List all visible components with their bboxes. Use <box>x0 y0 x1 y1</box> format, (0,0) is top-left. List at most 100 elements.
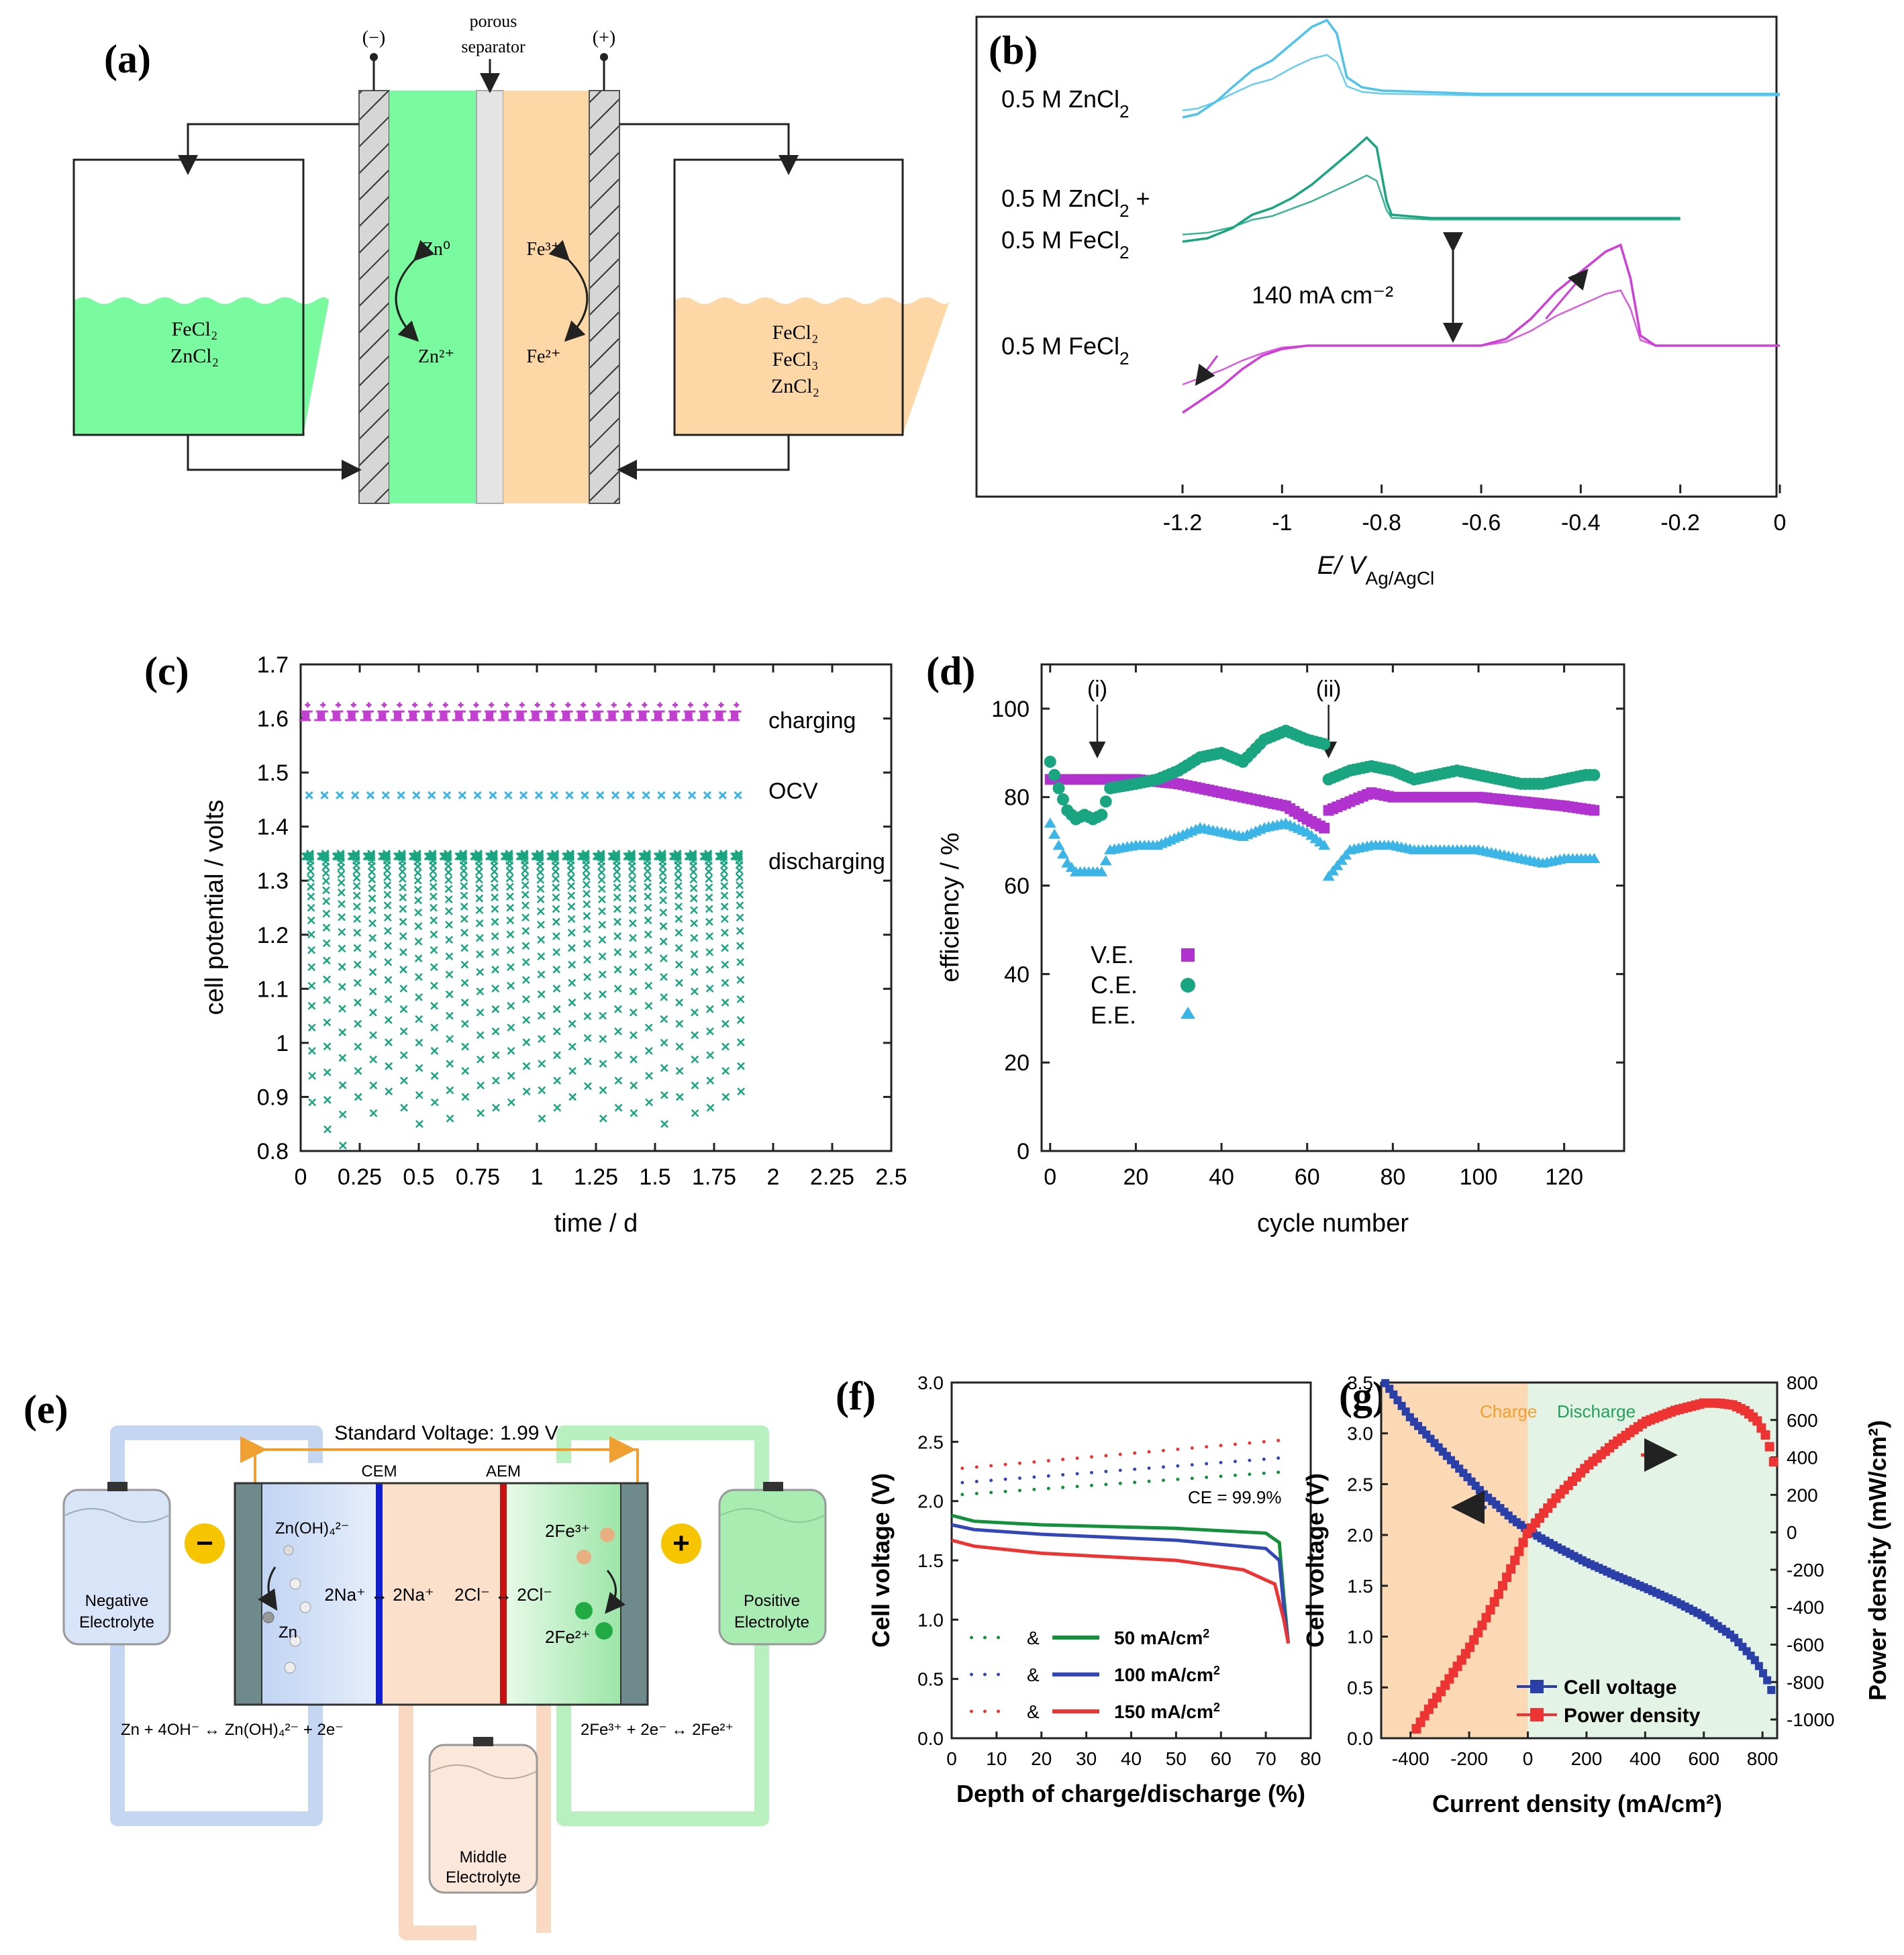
middle-chamber <box>379 1483 503 1705</box>
g-ytick-left-label-5: 2.5 <box>1347 1474 1373 1495</box>
f-ylabel: Cell voltage (V) <box>867 1473 895 1648</box>
g-xtick-label-6: 800 <box>1747 1748 1778 1769</box>
c-xtick-label-3: 0.75 <box>456 1164 500 1190</box>
c-ytick-label-9: 1.7 <box>257 652 289 678</box>
g-charge-region <box>1381 1383 1528 1738</box>
b-xtick-label-0: -1.2 <box>1163 510 1203 536</box>
panel-g-label: (g) <box>1339 1374 1386 1418</box>
aem-label: AEM <box>486 1462 521 1481</box>
b-annotation: 140 mA cm⁻² <box>1252 281 1393 309</box>
g-ytick-right-label-3: -400 <box>1787 1597 1824 1618</box>
pos-tank-label-2: Electrolyte <box>734 1613 809 1632</box>
c-annotation-charging: charging <box>768 708 856 734</box>
c-ylabel: cell potential / volts <box>201 799 229 1015</box>
g-xtick-label-3: 200 <box>1571 1748 1603 1769</box>
g-ytick-right-label-4: -200 <box>1787 1560 1824 1581</box>
left-tank-species-1: FeCl₂ <box>172 318 218 340</box>
fe2-label-e: 2Fe²⁺ <box>545 1627 590 1647</box>
panel-b-frame <box>975 15 1778 498</box>
aem-membrane <box>500 1483 507 1705</box>
d-ytick-label-0: 0 <box>1017 1139 1030 1164</box>
neg-tank-label-1: Negative <box>85 1592 149 1610</box>
f-xlabel: Depth of charge/discharge (%) <box>956 1780 1305 1807</box>
d-xtick-label-4: 80 <box>1380 1164 1405 1190</box>
panel-e-label: (e) <box>23 1387 68 1432</box>
c-ytick-label-2: 1 <box>276 1031 289 1056</box>
f-xtick-label-7: 70 <box>1256 1748 1276 1769</box>
d-ytick-label-2: 40 <box>1004 962 1030 987</box>
left-reaction-label: Zn + 4OH⁻ ↔ Zn(OH)₄²⁻ + 2e⁻ <box>121 1721 344 1739</box>
panel-d-efficiency-chart: (d) 0 20 40 60 80 100 120 0 20 40 60 80 100 (i) (ii) V… <box>926 649 1625 1238</box>
b-series-label-1: 0.5 M ZnCl2 <box>1001 85 1130 121</box>
g-ytick-right-label-0: -1000 <box>1787 1709 1835 1730</box>
d-legend-ve-marker <box>1181 948 1195 962</box>
b-series-return-3 <box>1182 289 1780 386</box>
f-xtick-label-1: 10 <box>986 1748 1007 1769</box>
c-ocv-points <box>305 791 742 800</box>
cl-exchange-label: 2Cl⁻ ↔ 2Cl⁻ <box>454 1585 552 1605</box>
f-legend-label-2: 100 mA/cm2 <box>1114 1664 1220 1685</box>
na-exchange-label: 2Na⁺ ↔ 2Na⁺ <box>324 1585 434 1605</box>
f-xtick-label-4: 40 <box>1121 1748 1142 1769</box>
right-reaction-label: 2Fe³⁺ + 2e⁻ ↔ 2Fe²⁺ <box>581 1721 734 1739</box>
g-ytick-right-label-8: 600 <box>1787 1410 1818 1431</box>
d-marker-label-0: (i) <box>1087 676 1107 702</box>
b-series-line-1 <box>1182 18 1780 119</box>
g-ytick-left-label-1: 0.5 <box>1347 1677 1373 1698</box>
b-xtick-label-6: 0 <box>1774 510 1787 536</box>
c-ytick-label-3: 1.1 <box>257 976 289 1002</box>
separator-label-1: porous <box>470 11 517 31</box>
zn-reaction-arrow <box>395 240 435 342</box>
d-legend-ve: V.E. <box>1091 941 1134 968</box>
neg-electrode-plate <box>234 1483 262 1705</box>
f-legend-label-1: 50 mA/cm2 <box>1114 1627 1209 1648</box>
f-ytick-label-5: 2.5 <box>917 1432 944 1452</box>
pos-tank <box>718 1482 827 1646</box>
d-marker-label-1: (ii) <box>1316 676 1342 702</box>
c-xtick-label-7: 1.75 <box>692 1164 736 1190</box>
d-plot-frame <box>1040 663 1625 1152</box>
positive-half-cell <box>503 91 589 503</box>
porous-separator <box>476 90 504 504</box>
left-pipe-bottom <box>187 435 362 480</box>
right-pipe-bottom <box>617 435 790 480</box>
cem-label: CEM <box>361 1462 397 1481</box>
f-legend-dots-2 <box>970 1672 1000 1676</box>
negative-sign-label: (−) <box>362 28 385 48</box>
right-tank-liquid <box>674 297 950 435</box>
d-ytick-label-4: 80 <box>1004 785 1030 811</box>
g-xtick-label-5: 600 <box>1688 1748 1719 1769</box>
f-legend-amp-3: & <box>1027 1701 1040 1722</box>
zn-arrow <box>258 1566 278 1611</box>
fe3-label: Fe³⁺ <box>526 239 560 260</box>
d-xtick-label-2: 40 <box>1209 1164 1234 1190</box>
zn-oh4-label: Zn(OH)₄²⁻ <box>275 1519 349 1538</box>
b-xtick-label-5: -0.2 <box>1660 510 1700 536</box>
zn2-label: Zn²⁺ <box>418 346 454 367</box>
panel-b-cv-chart: (b) 0.5 M ZnCl2 0.5 M ZnCl2 + 0.5 M FeCl… <box>975 15 1787 589</box>
c-xtick-label-1: 0.25 <box>338 1164 382 1190</box>
b-series-return-2 <box>1182 174 1681 236</box>
f-xtick-label-5: 50 <box>1166 1748 1187 1769</box>
c-xtick-label-2: 0.5 <box>403 1164 434 1190</box>
right-tank-species-1: FeCl₂ <box>772 321 819 344</box>
g-ytick-right-label-2: -600 <box>1787 1635 1824 1656</box>
b-series-label-3: 0.5 M FeCl2 <box>1001 332 1130 368</box>
f-ytick-label-0: 0.0 <box>917 1728 944 1749</box>
right-pipe-top <box>619 123 799 175</box>
mid-pipe <box>399 1691 551 1940</box>
b-xtick-label-1: -1 <box>1272 510 1292 536</box>
mid-tank-label-2: Electrolyte <box>446 1868 521 1887</box>
right-tank-species-2: FeCl₃ <box>772 348 819 370</box>
f-xtick-label-0: 0 <box>946 1748 957 1769</box>
c-discharging-points <box>301 850 746 1150</box>
fe3-label-e: 2Fe³⁺ <box>545 1521 590 1541</box>
g-ylabel-right: Power density (mW/cm²) <box>1864 1420 1891 1701</box>
cem-membrane <box>376 1483 383 1705</box>
g-xtick-label-0: -400 <box>1392 1748 1430 1769</box>
g-ytick-left-label-3: 1.5 <box>1347 1576 1373 1597</box>
g-power-points <box>1411 1398 1778 1734</box>
f-ytick-label-4: 2.0 <box>917 1491 944 1512</box>
positive-electrode <box>589 90 620 504</box>
